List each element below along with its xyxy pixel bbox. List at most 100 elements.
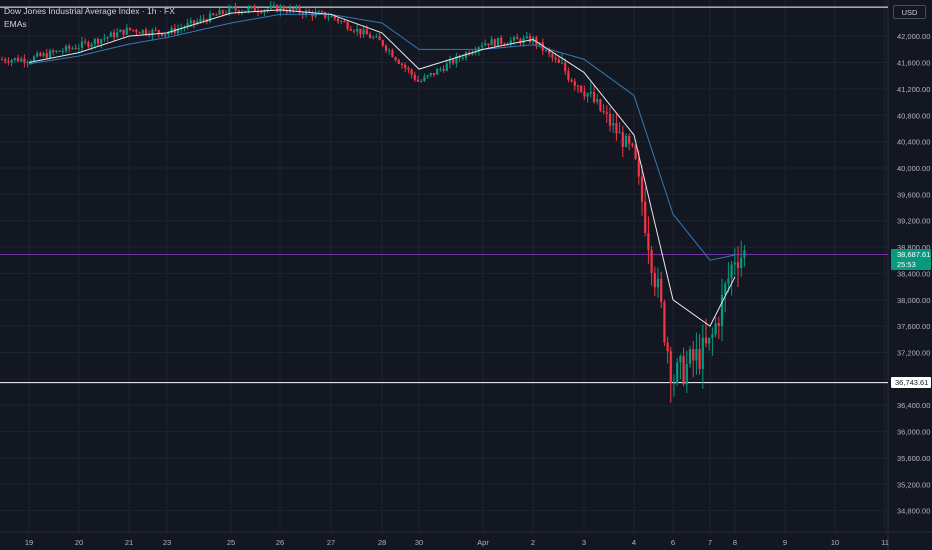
candle-body [656, 278, 660, 288]
candle-body [631, 143, 634, 146]
candle-body [455, 55, 458, 64]
candle-body [228, 7, 231, 14]
current-price-tag: 38,687.61 25:53 [891, 249, 931, 270]
candle-body [106, 36, 109, 39]
candle-body [282, 6, 285, 11]
candle-body [384, 45, 388, 51]
candle-body [471, 52, 474, 55]
candle-body [711, 334, 714, 338]
candle-body [154, 29, 157, 31]
y-tick-label: 40,000.00 [897, 164, 930, 173]
candle-body [461, 57, 464, 59]
candle-body [330, 15, 333, 18]
candle-body [496, 37, 500, 46]
candle-body [701, 337, 704, 369]
candle-body [682, 356, 685, 385]
candle-body [212, 13, 215, 15]
candle-body [55, 50, 58, 53]
candle-body [570, 79, 573, 82]
candle-body [512, 37, 516, 41]
candle-body [500, 37, 503, 44]
candle-body [727, 278, 730, 284]
candle-body [733, 262, 736, 265]
candle-body [704, 337, 708, 344]
candle-body [564, 62, 567, 72]
candle-body [608, 114, 612, 126]
candle-body [84, 41, 87, 43]
candle-body [87, 42, 90, 47]
level-price-tag: 36,743.61 [891, 377, 931, 388]
candle-body [640, 176, 644, 202]
candle-body [426, 75, 429, 77]
candle-body [244, 10, 247, 12]
candle-body [602, 110, 605, 113]
candle-body [68, 45, 71, 49]
candle-body [618, 132, 621, 134]
candle-body [327, 17, 330, 19]
candle-body [666, 342, 669, 352]
candle-body [717, 323, 720, 326]
candle-body [170, 28, 173, 33]
chart-title: Dow Jones Industrial Average Index · 1h … [4, 6, 175, 16]
candle-body [404, 64, 407, 68]
candle-body [612, 123, 615, 126]
candle-body [36, 53, 39, 57]
candle-body [551, 53, 554, 58]
candle-body [445, 63, 448, 71]
candle-body [90, 44, 93, 47]
candle-body [743, 250, 746, 258]
candle-body [416, 79, 420, 82]
candle-body [237, 10, 240, 13]
candle-body [45, 53, 48, 58]
currency-button[interactable]: USD [893, 5, 926, 19]
y-tick-label: 42,000.00 [897, 32, 930, 41]
y-tick-label: 36,000.00 [897, 428, 930, 437]
candle-body [688, 349, 692, 364]
candle-body [356, 28, 359, 32]
candle-body [644, 201, 647, 234]
candle-body [378, 36, 381, 41]
candle-body [64, 45, 68, 52]
candle-body [234, 7, 237, 11]
ema-fast-line [28, 9, 736, 327]
y-tick-label: 37,200.00 [897, 349, 930, 358]
candle-body [231, 7, 234, 9]
candle-body [58, 50, 61, 52]
candle-body [23, 58, 26, 63]
candle-body [7, 61, 10, 63]
x-tick-label: 6 [671, 538, 675, 547]
candle-body [493, 39, 496, 46]
candle-body [554, 57, 557, 60]
x-tick-label: 11 [881, 538, 889, 547]
candle-body [253, 6, 256, 12]
candle-body [599, 99, 602, 111]
candle-body [349, 28, 352, 31]
candle-body [4, 59, 7, 62]
candle-body [340, 21, 343, 23]
candle-body [333, 15, 336, 19]
candle-body [144, 29, 148, 35]
candle-body [439, 69, 442, 71]
candle-body [407, 67, 410, 70]
candle-body [586, 93, 589, 97]
candle-body [288, 7, 292, 13]
candle-body [535, 37, 538, 45]
candle-body [116, 32, 119, 38]
indicator-label[interactable]: EMAs [4, 19, 27, 29]
candle-body [189, 20, 192, 24]
candle-body [528, 36, 532, 43]
candle-body [589, 92, 592, 94]
candle-body [605, 112, 608, 115]
candle-body [176, 28, 180, 34]
candle-body [292, 7, 295, 10]
candle-body [196, 21, 199, 24]
candle-body [442, 69, 445, 71]
x-tick-label: 23 [163, 538, 171, 547]
candle-body [80, 41, 84, 48]
candle-body [432, 72, 436, 75]
candle-body [10, 59, 13, 63]
candle-body [490, 39, 493, 46]
candle-body [685, 363, 688, 385]
